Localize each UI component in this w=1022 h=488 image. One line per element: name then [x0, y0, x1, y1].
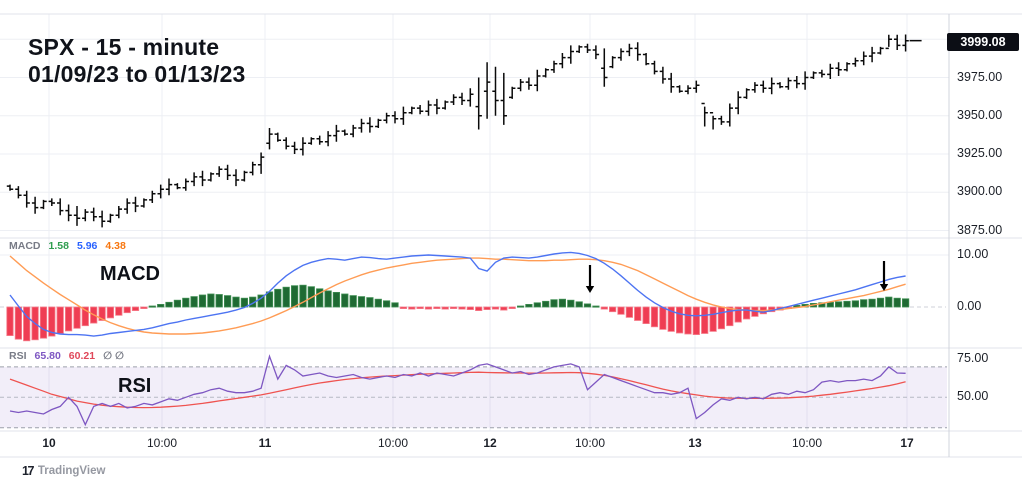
rsi-extra-values: ∅ ∅ [103, 350, 124, 362]
time-axis-label: 10:00 [377, 436, 409, 450]
macd-line-value: 5.96 [76, 240, 98, 252]
tradingview-logo-icon: 17 [22, 464, 34, 478]
time-axis-label: 10 [42, 436, 56, 450]
chart-title: SPX - 15 - minute 01/09/23 to 01/13/23 [28, 34, 246, 88]
time-axis-label: 13 [688, 436, 702, 450]
rsi-value: 65.80 [34, 350, 61, 362]
down-arrow-icon [879, 284, 889, 291]
time-axis-label: 11 [258, 436, 272, 450]
price-axis-label: 3900.00 [957, 184, 1003, 199]
time-axis-label: 17 [900, 436, 914, 450]
chart-title-line1: SPX - 15 - minute [28, 34, 220, 60]
time-axis-label: 10:00 [146, 436, 178, 450]
rsi-axis-label: 50.00 [957, 389, 989, 404]
rsi-ma-value: 60.21 [68, 350, 96, 362]
time-axis-label: 10:00 [574, 436, 606, 450]
macd-legend-title: MACD [9, 240, 41, 252]
macd-legend[interactable]: MACD 1.58 5.96 4.38 [9, 240, 126, 252]
price-axis-label: 3925.00 [957, 146, 1003, 160]
chart-title-line2: 01/09/23 to 01/13/23 [28, 61, 246, 87]
price-axis-label: 3875.00 [957, 222, 1003, 237]
macd-hist-value: 1.58 [48, 240, 69, 252]
down-arrow-icon [585, 286, 595, 293]
price-bars-series [6, 34, 909, 228]
price-axis-label: 3950.00 [957, 107, 1003, 122]
macd-axis-label: 0.00 [957, 299, 982, 313]
tradingview-brand: TradingView [37, 465, 106, 477]
rsi-legend[interactable]: RSI 65.80 60.21 ∅ ∅ [9, 350, 124, 362]
tradingview-attribution[interactable]: 17 TradingView [22, 464, 105, 478]
price-axis-label: 3975.00 [957, 69, 1003, 84]
time-axis-label: 12 [483, 436, 497, 450]
macd-signal-value: 4.38 [105, 240, 126, 252]
rsi-axis-label: 75.00 [957, 351, 989, 366]
time-axis-label: 10:00 [791, 436, 823, 450]
macd-pane-label: MACD [100, 263, 160, 285]
macd-axis-label: 10.00 [957, 247, 989, 261]
rsi-pane-label: RSI [118, 375, 152, 397]
rsi-legend-title: RSI [9, 350, 27, 362]
last-price-badge: 3999.08 [947, 33, 1019, 51]
